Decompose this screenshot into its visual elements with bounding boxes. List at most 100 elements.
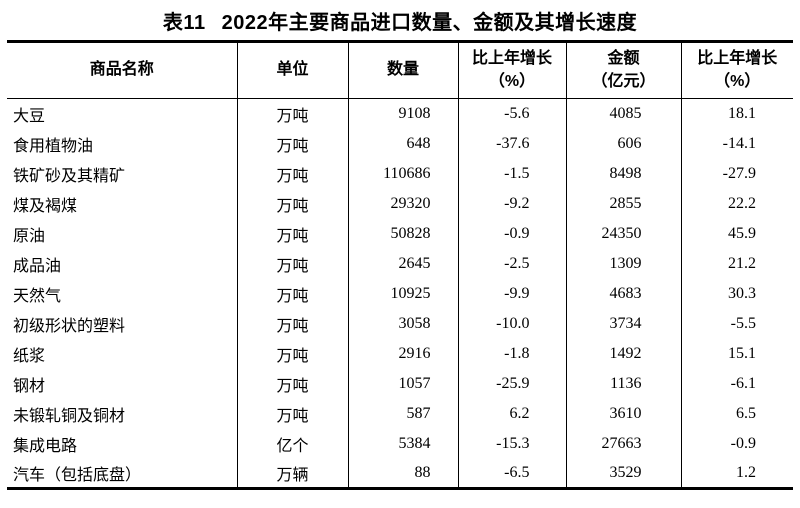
cell-unit: 万辆 xyxy=(236,458,348,489)
table-row: 铁矿砂及其精矿 万吨 110686 -1.5 8498 -27.9 xyxy=(7,158,793,189)
cell-quantity: 110686 xyxy=(347,158,458,189)
cell-unit: 万吨 xyxy=(236,338,348,369)
cell-amount-growth: 6.5 xyxy=(680,398,793,429)
cell-unit: 万吨 xyxy=(236,128,348,159)
cell-amount: 3610 xyxy=(565,398,681,429)
cell-amount: 27663 xyxy=(565,428,681,459)
cell-quantity: 5384 xyxy=(347,428,458,459)
cell-unit: 万吨 xyxy=(236,158,348,189)
cell-amount: 606 xyxy=(565,128,681,159)
cell-quantity: 88 xyxy=(347,458,458,489)
cell-amount: 3734 xyxy=(565,308,681,339)
table-row: 大豆 万吨 9108 -5.6 4085 18.1 xyxy=(7,98,793,129)
cell-quantity-growth: -1.8 xyxy=(457,338,566,369)
cell-amount: 2855 xyxy=(565,188,681,219)
cell-amount-growth: 45.9 xyxy=(680,218,793,249)
cell-quantity-growth: -6.5 xyxy=(457,458,566,489)
cell-quantity: 3058 xyxy=(347,308,458,339)
cell-amount: 4085 xyxy=(565,98,681,129)
table-row: 食用植物油 万吨 648 -37.6 606 -14.1 xyxy=(7,128,793,159)
cell-amount: 24350 xyxy=(565,218,681,249)
cell-amount-growth: -0.9 xyxy=(680,428,793,459)
cell-name: 未锻轧铜及铜材 xyxy=(13,407,126,425)
cell-quantity-growth: -1.5 xyxy=(457,158,566,189)
table-row: 纸浆 万吨 2916 -1.8 1492 15.1 xyxy=(7,338,793,369)
cell-name: 汽车（包括底盘） xyxy=(13,466,142,484)
cell-amount: 1492 xyxy=(565,338,681,369)
cell-quantity-growth: -0.9 xyxy=(457,218,566,249)
cell-quantity: 2645 xyxy=(347,248,458,279)
table-row: 未锻轧铜及铜材 万吨 587 6.2 3610 6.5 xyxy=(7,398,793,429)
col-header-amount: 金额 （亿元） xyxy=(565,41,681,99)
cell-name: 钢材 xyxy=(13,377,46,395)
cell-amount: 3529 xyxy=(565,458,681,489)
col-header-unit: 单位 xyxy=(236,41,348,99)
cell-unit: 万吨 xyxy=(236,308,348,339)
cell-amount-growth: 30.3 xyxy=(680,278,793,309)
cell-amount-growth: 15.1 xyxy=(680,338,793,369)
cell-quantity: 648 xyxy=(347,128,458,159)
table-header-row: 商品名称 单位 数量 比上年增长 （%） 金额 （亿元） 比上年增长 （%） xyxy=(7,41,793,99)
col-header-quantity: 数量 xyxy=(347,41,458,99)
cell-name: 大豆 xyxy=(13,107,46,125)
cell-quantity-growth: -25.9 xyxy=(457,368,566,399)
cell-amount: 1136 xyxy=(565,368,681,399)
table-row: 集成电路 亿个 5384 -15.3 27663 -0.9 xyxy=(7,428,793,459)
col-header-amount-growth: 比上年增长 （%） xyxy=(680,41,793,99)
cell-quantity: 10925 xyxy=(347,278,458,309)
col-header-quantity-growth: 比上年增长 （%） xyxy=(457,41,566,99)
cell-quantity: 50828 xyxy=(347,218,458,249)
table-row: 成品油 万吨 2645 -2.5 1309 21.2 xyxy=(7,248,793,279)
cell-quantity-growth: 6.2 xyxy=(457,398,566,429)
cell-quantity-growth: -37.6 xyxy=(457,128,566,159)
cell-unit: 万吨 xyxy=(236,98,348,129)
cell-quantity: 2916 xyxy=(347,338,458,369)
cell-name: 食用植物油 xyxy=(13,137,94,155)
cell-amount-growth: 18.1 xyxy=(680,98,793,129)
cell-amount: 1309 xyxy=(565,248,681,279)
cell-quantity: 587 xyxy=(347,398,458,429)
table-row: 天然气 万吨 10925 -9.9 4683 30.3 xyxy=(7,278,793,309)
cell-quantity: 29320 xyxy=(347,188,458,219)
cell-unit: 万吨 xyxy=(236,278,348,309)
cell-name: 天然气 xyxy=(13,287,62,305)
cell-unit: 万吨 xyxy=(236,248,348,279)
cell-amount-growth: -6.1 xyxy=(680,368,793,399)
cell-quantity: 9108 xyxy=(347,98,458,129)
table-row: 钢材 万吨 1057 -25.9 1136 -6.1 xyxy=(7,368,793,399)
cell-amount-growth: 1.2 xyxy=(680,458,793,489)
cell-unit: 亿个 xyxy=(236,428,348,459)
table-title-text: 2022年主要商品进口数量、金额及其增长速度 xyxy=(221,11,638,34)
cell-amount: 4683 xyxy=(565,278,681,309)
cell-unit: 万吨 xyxy=(236,188,348,219)
cell-quantity-growth: -15.3 xyxy=(457,428,566,459)
cell-name: 煤及褐煤 xyxy=(13,197,78,215)
cell-amount-growth: -27.9 xyxy=(680,158,793,189)
cell-name: 纸浆 xyxy=(13,347,46,365)
cell-amount-growth: 21.2 xyxy=(680,248,793,279)
cell-name: 铁矿砂及其精矿 xyxy=(13,167,126,185)
table-number-label: 表11 xyxy=(162,11,206,34)
col-header-name: 商品名称 xyxy=(7,41,237,99)
cell-quantity-growth: -9.2 xyxy=(457,188,566,219)
table-row: 汽车（包括底盘） 万辆 88 -6.5 3529 1.2 xyxy=(7,458,793,489)
cell-unit: 万吨 xyxy=(236,398,348,429)
cell-amount: 8498 xyxy=(565,158,681,189)
cell-amount-growth: -14.1 xyxy=(680,128,793,159)
cell-quantity-growth: -2.5 xyxy=(457,248,566,279)
page-title: 表11 2022年主要商品进口数量、金额及其增长速度 xyxy=(0,0,800,40)
cell-name: 成品油 xyxy=(13,257,62,275)
cell-name: 原油 xyxy=(13,227,46,245)
imports-table: 商品名称 单位 数量 比上年增长 （%） 金额 （亿元） 比上年增长 （%） xyxy=(7,40,793,490)
cell-amount-growth: 22.2 xyxy=(680,188,793,219)
cell-quantity-growth: -9.9 xyxy=(457,278,566,309)
cell-quantity: 1057 xyxy=(347,368,458,399)
cell-unit: 万吨 xyxy=(236,218,348,249)
table-row: 初级形状的塑料 万吨 3058 -10.0 3734 -5.5 xyxy=(7,308,793,339)
cell-quantity-growth: -5.6 xyxy=(457,98,566,129)
cell-name: 初级形状的塑料 xyxy=(13,317,126,335)
cell-name: 集成电路 xyxy=(13,437,78,455)
cell-unit: 万吨 xyxy=(236,368,348,399)
table-row: 原油 万吨 50828 -0.9 24350 45.9 xyxy=(7,218,793,249)
